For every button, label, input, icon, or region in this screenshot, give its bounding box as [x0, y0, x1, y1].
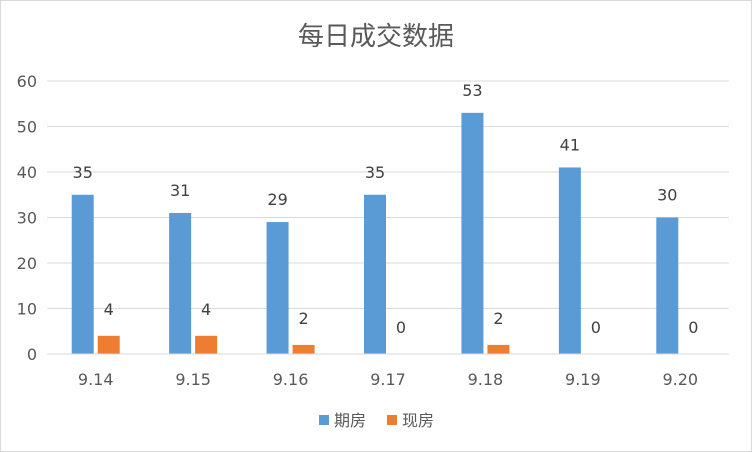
- data-label: 29: [267, 190, 287, 209]
- data-label: 35: [365, 163, 385, 182]
- data-label: 0: [688, 318, 698, 337]
- data-label: 4: [201, 300, 211, 319]
- bar-series1: [169, 212, 192, 354]
- data-label: 41: [560, 135, 580, 154]
- legend-swatch: [387, 415, 397, 425]
- y-tick-label: 30: [17, 209, 37, 228]
- y-tick-label: 20: [17, 254, 37, 273]
- y-tick-label: 50: [17, 118, 37, 137]
- y-tick-label: 10: [17, 300, 37, 319]
- x-tick-label: 9.17: [370, 370, 406, 389]
- x-tick-label: 9.19: [565, 370, 601, 389]
- x-tick-label: 9.16: [273, 370, 309, 389]
- bar-series2: [487, 344, 510, 354]
- y-tick-label: 60: [17, 72, 37, 91]
- legend-label: 现房: [402, 411, 434, 430]
- x-tick-label: 9.15: [175, 370, 211, 389]
- bar-series1: [71, 194, 94, 354]
- data-label: 31: [170, 181, 190, 200]
- bar-series1: [656, 217, 679, 354]
- data-label: 2: [493, 309, 503, 328]
- x-axis-ticks: 9.14 9.15 9.16 9.17 9.18 9.19 9.20: [78, 370, 698, 389]
- bar-series1: [266, 222, 289, 354]
- x-tick-label: 9.18: [468, 370, 504, 389]
- gridlines: [47, 80, 729, 309]
- bars: [71, 112, 679, 354]
- bar-series1: [461, 112, 484, 354]
- x-tick-label: 9.14: [78, 370, 114, 389]
- data-label: 0: [591, 318, 601, 337]
- y-axis-ticks: 0 10 20 30 40 50 60: [17, 72, 37, 364]
- chart-title: 每日成交数据: [298, 22, 454, 52]
- legend-label: 期房: [334, 411, 366, 430]
- data-label: 0: [396, 318, 406, 337]
- legend-swatch: [319, 415, 329, 425]
- y-tick-label: 40: [17, 163, 37, 182]
- bar-series2: [97, 335, 120, 354]
- bar-series2: [292, 344, 315, 354]
- data-label: 35: [73, 163, 93, 182]
- y-tick-label: 0: [27, 345, 37, 364]
- data-label: 2: [298, 309, 308, 328]
- data-labels: 35 4 31 4 29 2 35 0 53 2 41 0 30 0: [73, 81, 699, 337]
- bar-series1: [558, 167, 581, 354]
- legend: 期房 现房: [319, 411, 434, 430]
- bar-series1: [364, 194, 386, 354]
- bar-series2: [195, 335, 218, 354]
- data-label: 30: [657, 186, 677, 205]
- data-label: 53: [462, 81, 482, 100]
- data-label: 4: [104, 300, 114, 319]
- x-tick-label: 9.20: [662, 370, 698, 389]
